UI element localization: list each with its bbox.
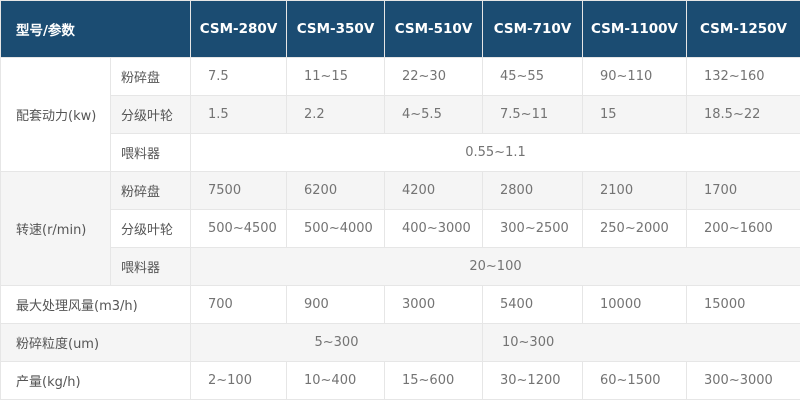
value-cell: 7.5~11 xyxy=(482,95,583,134)
value-cell: 2~100 xyxy=(190,361,287,400)
value-cell: 2100 xyxy=(582,171,687,210)
value-cell: 5400 xyxy=(482,285,583,324)
value-cell: 22~30 xyxy=(384,57,483,96)
value-cell: 30~1200 xyxy=(482,361,583,400)
value-cell: 7.5 xyxy=(190,57,287,96)
table-row: 配套动力(kw) 粉碎盘 7.5 11~15 22~30 45~55 90~11… xyxy=(0,57,800,172)
group-label-power: 配套动力(kw) xyxy=(0,57,111,172)
merged-value-cell-left: 5~300 xyxy=(190,323,483,362)
value-cell: 10000 xyxy=(582,285,687,324)
value-cell: 4200 xyxy=(384,171,483,210)
header-model-csm-1100v: CSM-1100V xyxy=(582,0,687,58)
header-model-csm-710v: CSM-710V xyxy=(482,0,583,58)
table-row: 转速(r/min) 粉碎盘 7500 6200 4200 2800 2100 1… xyxy=(0,171,800,286)
value-cell: 900 xyxy=(286,285,385,324)
value-cell: 400~3000 xyxy=(384,209,483,248)
header-model-csm-510v: CSM-510V xyxy=(384,0,483,58)
value-cell: 3000 xyxy=(384,285,483,324)
value-cell: 11~15 xyxy=(286,57,385,96)
table-row: 分级叶轮 500~4500 500~4000 400~3000 300~2500… xyxy=(0,209,800,248)
value-cell: 15000 xyxy=(686,285,800,324)
merged-value-cell: 0.55~1.1 xyxy=(190,133,800,172)
table-row: 粉碎粒度(um) 5~300 10~300 xyxy=(0,323,800,362)
sub-label: 粉碎盘 xyxy=(110,57,191,96)
value-cell: 2800 xyxy=(482,171,583,210)
value-cell: 90~110 xyxy=(582,57,687,96)
row-label-capacity: 产量(kg/h) xyxy=(0,361,191,400)
value-cell: 1700 xyxy=(686,171,800,210)
header-model-csm-1250v: CSM-1250V xyxy=(686,0,800,58)
value-cell: 15 xyxy=(582,95,687,134)
sub-label: 喂料器 xyxy=(110,133,191,172)
table-row: 产量(kg/h) 2~100 10~400 15~600 30~1200 60~… xyxy=(0,361,800,400)
header-row: 型号/参数 CSM-280V CSM-350V CSM-510V CSM-710… xyxy=(0,0,800,58)
value-cell: 10~400 xyxy=(286,361,385,400)
sub-label: 分级叶轮 xyxy=(110,209,191,248)
value-cell: 4~5.5 xyxy=(384,95,483,134)
merged-value-cell: 20~100 xyxy=(190,247,800,286)
table-row: 喂料器 0.55~1.1 xyxy=(0,133,800,172)
value-cell: 700 xyxy=(190,285,287,324)
header-model-csm-350v: CSM-350V xyxy=(286,0,385,58)
value-cell: 15~600 xyxy=(384,361,483,400)
header-model-csm-280v: CSM-280V xyxy=(190,0,287,58)
sub-label: 粉碎盘 xyxy=(110,171,191,210)
value-cell: 18.5~22 xyxy=(686,95,800,134)
table-row: 分级叶轮 1.5 2.2 4~5.5 7.5~11 15 18.5~22 xyxy=(0,95,800,134)
value-cell: 200~1600 xyxy=(686,209,800,248)
value-cell: 300~3000 xyxy=(686,361,800,400)
value-cell: 7500 xyxy=(190,171,287,210)
value-cell: 45~55 xyxy=(482,57,583,96)
table-row: 最大处理风量(m3/h) 700 900 3000 5400 10000 150… xyxy=(0,285,800,324)
row-label-fineness: 粉碎粒度(um) xyxy=(0,323,191,362)
row-label-airflow: 最大处理风量(m3/h) xyxy=(0,285,191,324)
value-cell: 500~4000 xyxy=(286,209,385,248)
header-param-label: 型号/参数 xyxy=(0,0,191,58)
group-label-speed: 转速(r/min) xyxy=(0,171,111,286)
value-cell: 60~1500 xyxy=(582,361,687,400)
value-cell: 132~160 xyxy=(686,57,800,96)
value-cell: 250~2000 xyxy=(582,209,687,248)
value-cell: 6200 xyxy=(286,171,385,210)
merged-value-cell-right: 10~300 xyxy=(482,323,800,362)
value-cell: 1.5 xyxy=(190,95,287,134)
value-cell: 500~4500 xyxy=(190,209,287,248)
table-row: 喂料器 20~100 xyxy=(0,247,800,286)
value-cell: 2.2 xyxy=(286,95,385,134)
value-cell: 300~2500 xyxy=(482,209,583,248)
sub-label: 分级叶轮 xyxy=(110,95,191,134)
sub-label: 喂料器 xyxy=(110,247,191,286)
